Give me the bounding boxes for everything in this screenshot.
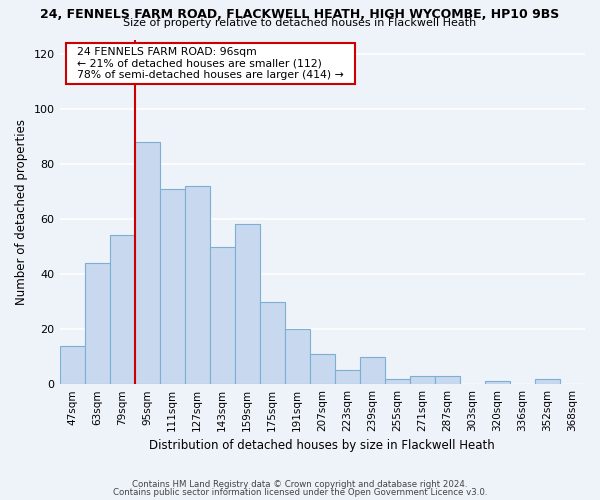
Bar	[360, 356, 385, 384]
Text: Contains public sector information licensed under the Open Government Licence v3: Contains public sector information licen…	[113, 488, 487, 497]
Text: 24, FENNELS FARM ROAD, FLACKWELL HEATH, HIGH WYCOMBE, HP10 9BS: 24, FENNELS FARM ROAD, FLACKWELL HEATH, …	[40, 8, 560, 20]
Bar	[59, 346, 85, 384]
Bar	[310, 354, 335, 384]
Bar	[85, 263, 110, 384]
Bar	[335, 370, 360, 384]
Bar	[410, 376, 435, 384]
Y-axis label: Number of detached properties: Number of detached properties	[15, 119, 28, 305]
Text: Contains HM Land Registry data © Crown copyright and database right 2024.: Contains HM Land Registry data © Crown c…	[132, 480, 468, 489]
Bar	[485, 382, 510, 384]
Bar	[160, 188, 185, 384]
Bar	[435, 376, 460, 384]
Text: 24 FENNELS FARM ROAD: 96sqm
  ← 21% of detached houses are smaller (112)
  78% o: 24 FENNELS FARM ROAD: 96sqm ← 21% of det…	[70, 47, 351, 80]
Bar	[110, 236, 134, 384]
Bar	[285, 329, 310, 384]
Text: Size of property relative to detached houses in Flackwell Heath: Size of property relative to detached ho…	[124, 18, 476, 28]
Bar	[235, 224, 260, 384]
Bar	[535, 378, 560, 384]
Bar	[385, 378, 410, 384]
X-axis label: Distribution of detached houses by size in Flackwell Heath: Distribution of detached houses by size …	[149, 440, 495, 452]
Bar	[209, 246, 235, 384]
Bar	[260, 302, 285, 384]
Bar	[185, 186, 209, 384]
Bar	[134, 142, 160, 384]
